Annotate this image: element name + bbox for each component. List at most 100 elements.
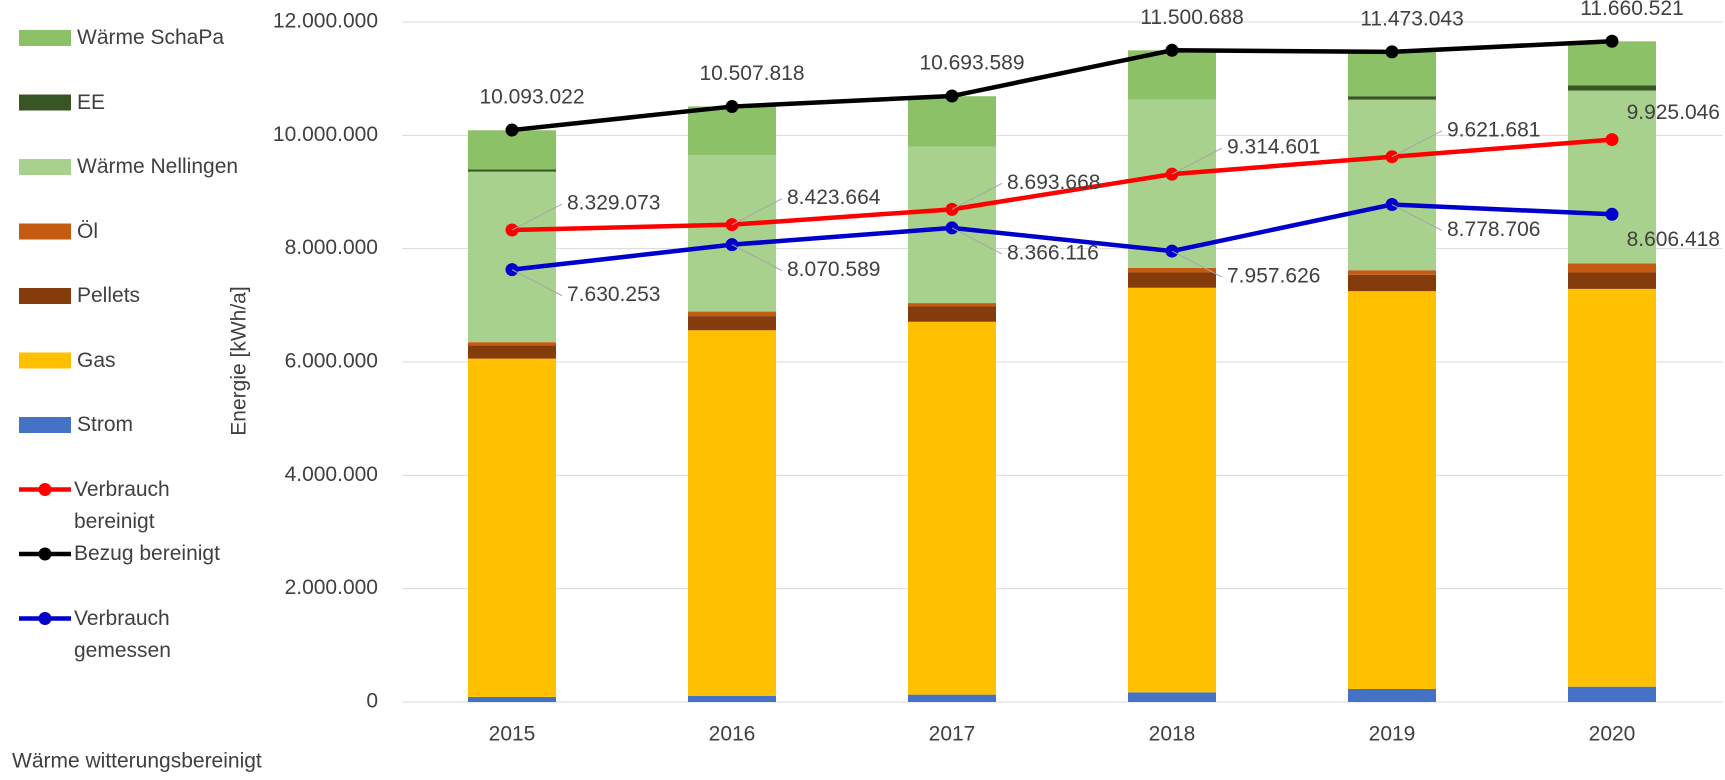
bar-segment	[908, 321, 996, 695]
x-tick-label: 2019	[1369, 723, 1416, 746]
bar-segment	[688, 330, 776, 696]
legend-swatch	[19, 223, 71, 240]
line	[511, 38, 1613, 133]
bar-segment	[1568, 41, 1656, 86]
data-label: 8.778.706	[1447, 218, 1540, 241]
bar-segment	[468, 696, 556, 702]
legend-label: Öl	[77, 219, 98, 243]
bar-segment	[1348, 52, 1436, 97]
bar-segment	[908, 303, 996, 307]
y-tick-label: 6.000.000	[285, 350, 378, 373]
data-label: 9.621.681	[1447, 118, 1540, 141]
x-tick-label: 2018	[1149, 723, 1196, 746]
leader-line	[511, 203, 563, 231]
data-label: 10.093.022	[479, 86, 584, 109]
x-tick-label: 2020	[1589, 723, 1636, 746]
legend-swatch	[19, 94, 71, 111]
line	[511, 202, 1613, 272]
data-label: 9.314.601	[1227, 136, 1320, 159]
line-marker	[1605, 133, 1619, 147]
legend-label: Gas	[77, 348, 116, 372]
bar-segment	[1568, 288, 1656, 687]
line-marker	[1605, 34, 1619, 48]
leader-line	[1171, 147, 1223, 175]
y-tick-label: 8.000.000	[285, 236, 378, 259]
line-marker	[505, 123, 519, 137]
legend-swatch	[19, 352, 71, 369]
bar-segment	[908, 96, 996, 147]
y-tick-label: 12.000.000	[273, 10, 378, 33]
bar-segment	[468, 342, 556, 346]
line-marker	[945, 89, 959, 103]
leader-line	[951, 227, 1003, 255]
legend-label: Strom	[77, 413, 134, 436]
legend-swatch	[19, 288, 71, 304]
bar-segment	[1568, 686, 1656, 702]
bar-segment	[1568, 85, 1656, 91]
bar-segment	[468, 130, 556, 170]
bar-segment	[688, 106, 776, 156]
legend-swatch	[19, 30, 71, 46]
bar-segment	[1348, 274, 1436, 292]
legend-swatch	[19, 159, 71, 175]
x-tick-label: 2015	[489, 723, 536, 746]
bar-segment	[1568, 272, 1656, 289]
leader-line	[511, 269, 563, 297]
bar-segment	[1568, 263, 1656, 273]
bar-segment	[468, 169, 556, 172]
bar-segment	[1348, 688, 1436, 702]
legend-label: Bezug bereinigt	[74, 542, 220, 565]
y-axis-label: Energie [kWh/a]	[228, 286, 251, 435]
bar-segment	[468, 345, 556, 359]
bar-segment	[468, 171, 556, 343]
line-marker	[1605, 207, 1619, 221]
line-marker	[1385, 45, 1399, 59]
bar-segment	[1348, 270, 1436, 275]
bar-segment	[1128, 267, 1216, 273]
bar-segment	[908, 306, 996, 322]
legend-marker	[38, 483, 52, 496]
data-label: 11.473.043	[1360, 7, 1464, 30]
bar-segment	[1128, 692, 1216, 702]
data-label: 11.500.688	[1140, 6, 1244, 29]
bar-segment	[908, 694, 996, 702]
legend-marker	[38, 612, 52, 625]
y-tick-label: 0	[366, 690, 378, 713]
bar-segment	[688, 155, 776, 312]
bar-segment	[688, 311, 776, 317]
line-marker	[1165, 43, 1179, 57]
legend-label: Verbrauch gemessen	[74, 606, 171, 662]
leader-line	[1391, 204, 1443, 231]
x-tick-label: 2016	[709, 723, 756, 746]
bar-segment	[1348, 99, 1436, 271]
bar-segment	[1128, 99, 1216, 268]
bar-segment	[688, 316, 776, 331]
bar-segment	[1348, 291, 1436, 689]
data-label: 8.606.418	[1627, 228, 1720, 251]
bar-segment	[468, 358, 556, 697]
line-marker	[725, 100, 739, 114]
data-label: 8.366.116	[1007, 241, 1099, 264]
legend-label: Verbrauch bereinigt	[74, 477, 170, 533]
y-tick-label: 4.000.000	[285, 463, 378, 486]
data-label: 11.660.521	[1580, 0, 1684, 20]
bar-segment	[1568, 90, 1656, 264]
data-label: 8.693.668	[1007, 171, 1100, 194]
leader-line	[731, 244, 783, 272]
legend-swatch	[19, 417, 71, 433]
note: Wärme witterungsbereinigt	[12, 750, 262, 773]
leader-line	[951, 182, 1003, 210]
y-tick-label: 2.000.000	[285, 576, 378, 599]
bar-segment	[1128, 287, 1216, 693]
legend-label: EE	[77, 90, 106, 114]
bar-segment	[1348, 96, 1436, 100]
legend-label: Wärme SchaPa	[77, 26, 225, 49]
bar-segment	[1128, 272, 1216, 288]
y-tick-label: 10.000.000	[273, 123, 378, 146]
data-label: 10.507.818	[699, 62, 804, 85]
data-label: 9.925.046	[1627, 101, 1720, 124]
data-label: 8.329.073	[567, 192, 660, 215]
data-label: 7.630.253	[567, 283, 660, 306]
